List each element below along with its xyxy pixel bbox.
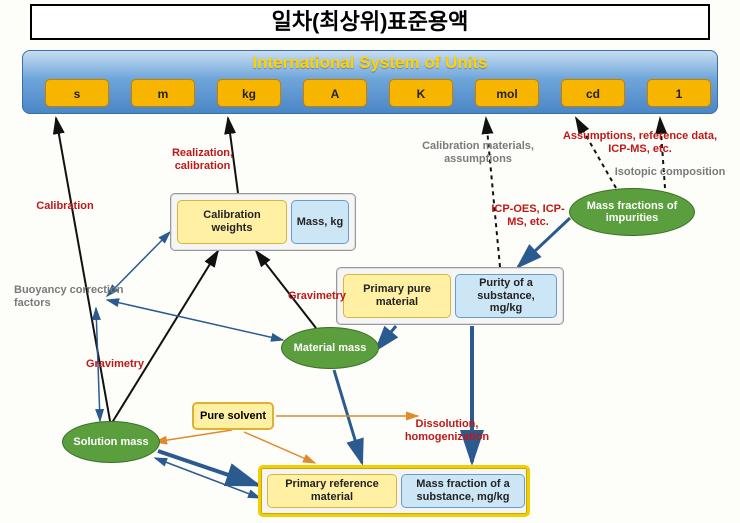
annot-cal_materials: Calibration materials, assumptions (408, 140, 548, 165)
group-cal_weights-yellow: Calibration weights (177, 200, 287, 244)
page-title: 일차(최상위)표준용액 (30, 4, 710, 40)
annot-calibration: Calibration (30, 200, 100, 213)
unit-1: 1 (647, 79, 711, 107)
pure-solvent: Pure solvent (192, 402, 274, 430)
title-text: 일차(최상위)표준용액 (272, 9, 469, 34)
annot-buoyancy: Buoyancy correction factors (14, 284, 124, 309)
arrow-solvent->solution (155, 430, 232, 442)
annot-icp_oes: ICP-OES, ICP-MS, etc. (483, 203, 573, 228)
unit-cd: cd (561, 79, 625, 107)
arrow-material->primary_ref (334, 370, 362, 463)
group-primary_pure: Primary pure materialPurity of a substan… (336, 267, 564, 325)
ellipse-solution_mass: Solution mass (62, 421, 160, 463)
ellipse-impurities: Mass fractions of impurities (569, 188, 695, 236)
arrow-primary_pure->material_mass (376, 326, 396, 350)
arrow-solution->s (56, 118, 112, 432)
arrow-solvent->primary_ref (244, 432, 315, 463)
annot-assumptions: Assumptions, reference data, ICP-MS, etc… (555, 130, 725, 155)
group-primary_pure-blue: Purity of a substance, mg/kg (455, 274, 557, 318)
unit-A: A (303, 79, 367, 107)
unit-kg: kg (217, 79, 281, 107)
annot-realization: Realization, calibration (155, 147, 250, 172)
annot-isotopic: Isotopic composition (610, 166, 730, 179)
si-banner: International System of Units smkg AKmolc… (22, 50, 718, 114)
arrow-solution->cal_weights (110, 251, 218, 426)
unit-mol: mol (475, 79, 539, 107)
unit-m: m (131, 79, 195, 107)
si-title: International System of Units (23, 53, 717, 73)
group-cal_weights: Calibration weightsMass, kg (170, 193, 356, 251)
ellipse-material_mass: Material mass (281, 327, 379, 369)
group-cal_weights-blue: Mass, kg (291, 200, 349, 244)
group-primary_ref: Primary reference materialMass fraction … (258, 465, 530, 517)
group-primary_ref-blue: Mass fraction of a substance, mg/kg (401, 474, 525, 508)
annot-gravimetry2: Gravimetry (80, 358, 150, 371)
group-primary_pure-yellow: Primary pure material (343, 274, 451, 318)
group-primary_ref-yellow: Primary reference material (267, 474, 397, 508)
unit-K: K (389, 79, 453, 107)
arrow-solution->primary_ref (158, 451, 258, 485)
annot-gravimetry1: Gravimetry (282, 290, 352, 303)
arrow-buoyancy->material (107, 300, 283, 340)
arrow-solution->primary_ref_thin (155, 458, 260, 498)
annot-dissolution: Dissolution, homogenization (392, 418, 502, 443)
unit-s: s (45, 79, 109, 107)
